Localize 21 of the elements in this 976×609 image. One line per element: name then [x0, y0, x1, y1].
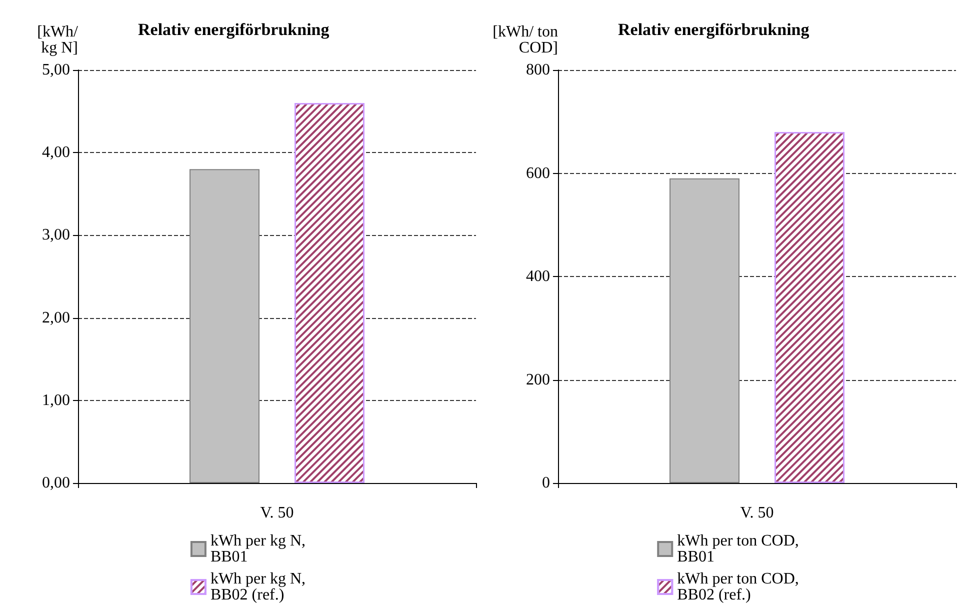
y-tick-label: 0	[542, 474, 550, 492]
legend-label: kWh per ton COD, BB01	[677, 532, 799, 566]
y-axis-title: [kWh/ kg N]	[37, 24, 79, 56]
y-axis-title: [kWh/ ton COD]	[492, 24, 558, 56]
y-tick-label: 4,00	[42, 144, 70, 162]
y-tick-label: 400	[526, 268, 550, 285]
x-tick-label: V. 50	[740, 504, 774, 522]
y-tick-label: 2,00	[42, 309, 70, 326]
y-tick-label: 5,00	[42, 62, 70, 78]
y-tick-label: 200	[526, 371, 550, 388]
legend-label: kWh per kg N, BB02 (ref.)	[210, 570, 306, 604]
legend-label: kWh per kg N, BB01	[210, 532, 306, 566]
legend-label: kWh per ton COD, BB02 (ref.)	[677, 570, 799, 604]
chart-title: Relativ energiförbrukning	[618, 20, 810, 39]
y-tick-label: 800	[526, 62, 550, 78]
y-tick-label: 0,00	[42, 474, 70, 492]
chart-title: Relativ energiförbrukning	[138, 20, 330, 39]
y-tick-label: 600	[526, 164, 550, 182]
y-tick-label: 1,00	[42, 392, 70, 409]
y-tick-label: 3,00	[42, 226, 70, 244]
x-tick-label: V. 50	[260, 504, 294, 522]
